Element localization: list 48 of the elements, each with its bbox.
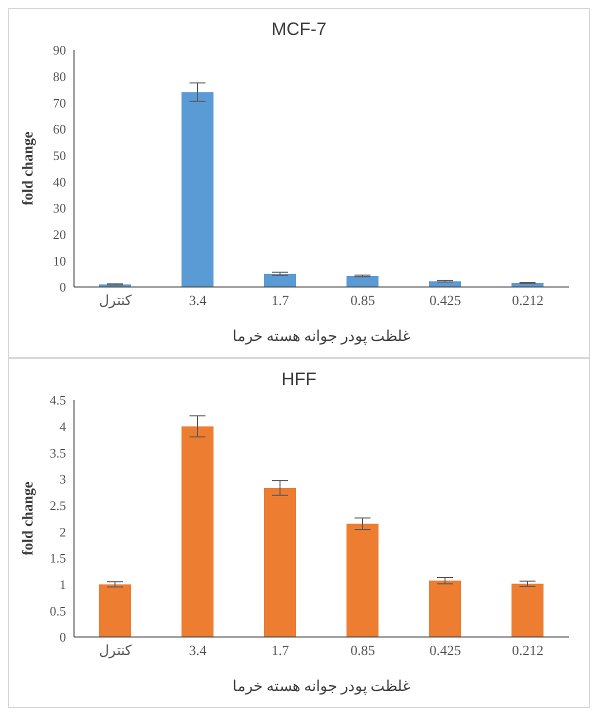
y-tick-label: 2	[60, 524, 66, 540]
bar	[264, 274, 296, 287]
y-tick-label: 1	[60, 576, 66, 592]
y-tick-label: 4	[60, 418, 66, 434]
x-tick-label: کنترل	[98, 294, 132, 309]
x-tick-label: 0.212	[512, 294, 544, 309]
x-tick-label: 3.4	[189, 644, 206, 659]
x-axis-title: غلظت پودر جوانه هسته خرما	[232, 329, 410, 345]
y-tick-label: 0	[60, 280, 66, 295]
y-axis-title: fold change	[20, 481, 36, 556]
chart-title: MCF-7	[270, 19, 328, 40]
y-tick-label: 3	[60, 472, 66, 487]
x-tick-label: 3.4	[189, 294, 206, 309]
bar	[99, 584, 131, 637]
x-tick-label: 0.85	[350, 294, 375, 309]
y-tick-label: 0.5	[50, 603, 66, 618]
bar	[264, 488, 296, 637]
bar	[182, 92, 214, 287]
y-tick-label: 80	[53, 68, 66, 84]
bar	[429, 580, 461, 637]
y-tick-label: 70	[53, 95, 66, 110]
y-tick-label: 90	[53, 42, 66, 58]
x-tick-label: 0.425	[430, 294, 461, 309]
bar	[182, 426, 214, 637]
y-tick-label: 20	[53, 226, 66, 242]
y-tick-label: 1.5	[50, 550, 66, 566]
y-tick-label: 50	[53, 148, 66, 163]
bar	[512, 584, 544, 637]
x-tick-label: 1.7	[272, 294, 289, 309]
bar	[429, 281, 461, 287]
bar	[346, 524, 378, 637]
y-tick-label: 40	[53, 174, 66, 190]
chart-title: HFF	[280, 369, 318, 390]
x-tick-label: 1.7	[272, 644, 289, 659]
y-tick-label: 30	[53, 200, 66, 216]
y-tick-label: 2.5	[50, 498, 66, 513]
y-tick-label: 0	[60, 630, 66, 645]
x-tick-label: کنترل	[98, 644, 132, 659]
y-tick-label: 60	[53, 122, 66, 137]
x-tick-label: 0.212	[512, 644, 544, 659]
bar	[346, 276, 378, 287]
y-tick-label: 4.5	[50, 392, 66, 408]
y-axis-title: fold change	[20, 131, 36, 206]
y-tick-label: 3.5	[50, 445, 66, 460]
x-tick-label: 0.85	[350, 644, 375, 659]
x-axis-title: غلظت پودر جوانه هسته خرما	[232, 679, 410, 695]
y-tick-label: 10	[53, 253, 66, 268]
x-tick-label: 0.425	[430, 644, 461, 659]
